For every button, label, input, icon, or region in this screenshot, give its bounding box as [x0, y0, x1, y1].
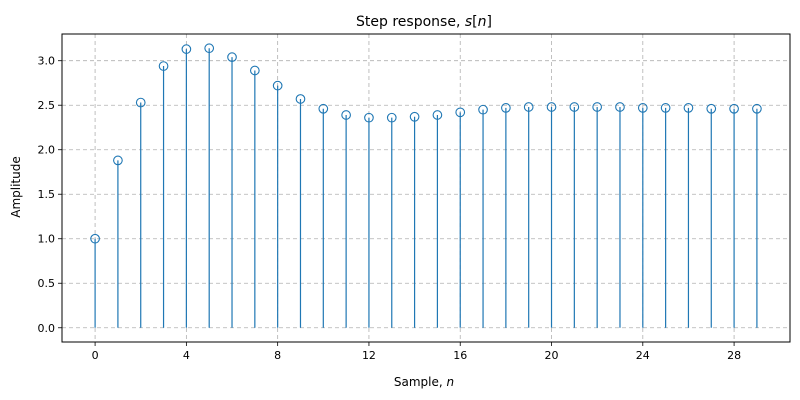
stem-marker — [249, 65, 260, 76]
axis-ticks: 0 4 8 12 16 20 24 28 0.0 0.5 1.0 1.5 2.0 2.5 3.0 — [38, 55, 742, 362]
stem-marker — [364, 112, 374, 123]
x-axis-label: Sample, n — [394, 375, 454, 389]
stem-marker — [272, 80, 283, 91]
x-tick-label: 4 — [183, 349, 190, 362]
stem-marker — [341, 110, 351, 120]
x-tick-label: 8 — [274, 349, 281, 362]
x-tick-label: 20 — [545, 349, 559, 362]
stem-marker — [592, 102, 603, 112]
x-tick-label: 16 — [453, 349, 467, 362]
stem-marker — [386, 112, 397, 123]
y-tick-label: 0.0 — [38, 322, 56, 335]
x-tick-label: 24 — [636, 349, 650, 362]
stem-marker — [90, 233, 100, 244]
x-tick-label: 12 — [362, 349, 376, 362]
stem-marker — [204, 43, 215, 54]
chart-title: Step response, s[n] — [356, 14, 492, 30]
x-tick-label: 28 — [727, 349, 741, 362]
y-tick-label: 0.5 — [38, 277, 56, 290]
y-tick-label: 2.0 — [38, 144, 56, 157]
stem-marker — [227, 52, 237, 62]
stem-marker — [637, 103, 648, 113]
stem-marker — [432, 110, 443, 120]
stem-marker — [409, 111, 420, 122]
stem-marker — [501, 103, 511, 113]
y-tick-label: 1.5 — [38, 188, 56, 201]
stem-marker — [729, 103, 739, 114]
x-tick-label: 0 — [92, 349, 99, 362]
stem-marker — [569, 102, 580, 112]
stem-marker — [295, 94, 306, 104]
stem-marker — [546, 102, 557, 112]
stem-series — [90, 43, 762, 328]
stem-marker — [752, 103, 762, 114]
plot-frame — [61, 33, 791, 343]
stem-marker — [318, 103, 329, 114]
y-tick-label: 1.0 — [38, 233, 56, 246]
stem-marker — [135, 97, 146, 108]
y-tick-label: 3.0 — [38, 55, 56, 68]
stem-marker — [113, 155, 123, 166]
stem-marker — [615, 102, 625, 112]
stem-marker — [181, 44, 192, 54]
stem-marker — [455, 107, 466, 118]
stem-marker — [706, 103, 717, 114]
stem-marker — [660, 103, 671, 113]
stem-marker — [523, 102, 534, 112]
y-tick-label: 2.5 — [38, 99, 56, 112]
stem-marker — [158, 61, 169, 71]
stem-marker — [683, 103, 694, 113]
y-axis-label: Amplitude — [9, 156, 23, 218]
stem-marker — [478, 104, 488, 115]
